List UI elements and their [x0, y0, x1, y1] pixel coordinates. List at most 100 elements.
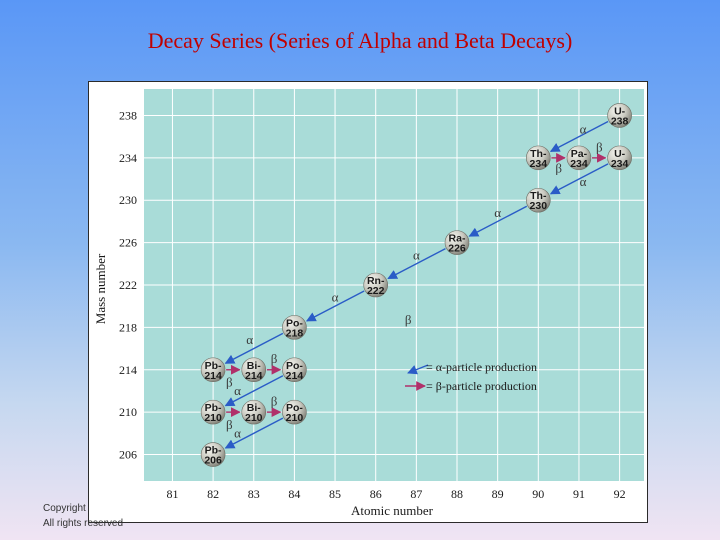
decay-symbol: α — [234, 383, 241, 398]
decay-symbol: β — [596, 139, 603, 154]
nuclide-pb206: Pb-206 — [200, 442, 226, 467]
nuclide-bi210: Bi-210 — [241, 399, 267, 425]
nuclide-sphere — [241, 357, 267, 383]
nuclide-symbol: Po- — [286, 402, 303, 414]
x-tick-label: 81 — [166, 487, 178, 501]
x-tick-label: 86 — [370, 487, 382, 501]
nuclide-sphere — [241, 399, 267, 425]
nuclide-bi214: Bi-214 — [241, 357, 267, 383]
nuclide-u234: U-234 — [607, 145, 632, 171]
decay-symbol: α — [413, 247, 420, 262]
nuclide-mass: 210 — [286, 412, 304, 424]
nuclide-u238: U-238 — [607, 103, 632, 128]
nuclides: U-238Th-234Pa-234U-234Th-230Ra-226Rn-222… — [200, 103, 632, 467]
nuclide-symbol: Po- — [286, 317, 303, 329]
nuclide-sphere — [607, 145, 632, 171]
x-tick-label: 83 — [248, 487, 260, 501]
nuclide-sphere — [566, 145, 592, 171]
decay-symbol: β — [226, 417, 233, 432]
nuclide-sphere — [282, 399, 307, 425]
decay-arrow-alpha — [224, 332, 284, 364]
nuclide-sphere — [200, 399, 226, 425]
nuclide-pa234: Pa-234 — [566, 145, 592, 171]
nuclide-symbol: Pa- — [571, 148, 588, 160]
decay-arrows — [224, 120, 609, 449]
copyright-line-2: All rights reserved — [43, 518, 124, 529]
decay-arrow-alpha — [549, 163, 609, 195]
slide-title: Decay Series (Series of Alpha and Beta D… — [147, 28, 573, 53]
legend-alpha-text: = α-particle production — [426, 360, 537, 374]
y-axis-label: Mass number — [93, 253, 108, 324]
x-tick-label: 85 — [329, 487, 341, 501]
decay-arrow-alpha — [305, 290, 365, 322]
legend-alpha-arrow — [407, 364, 429, 375]
decay-symbol: α — [580, 121, 587, 136]
nuclide-symbol: Bi- — [247, 360, 262, 372]
decay-symbol: β — [405, 312, 412, 327]
y-tick-label: 230 — [119, 193, 137, 207]
nuclide-po218: Po-218 — [282, 315, 307, 340]
nuclide-symbol: Po- — [286, 360, 303, 372]
nuclide-mass: 226 — [448, 243, 466, 255]
nuclide-mass: 234 — [611, 158, 629, 170]
decay-arrow-alpha — [224, 375, 284, 407]
nuclide-rn222: Rn-222 — [363, 272, 389, 298]
copyright-line-1: Copyright — [43, 503, 86, 514]
decay-symbol: β — [271, 351, 278, 366]
decay-symbol: β — [555, 160, 562, 175]
nuclide-symbol: U- — [614, 105, 626, 117]
decay-arrow-alpha — [468, 205, 528, 237]
nuclide-mass: 222 — [367, 285, 385, 297]
legend: = α-particle production = β-particle pro… — [405, 360, 537, 393]
nuclide-th234: Th-234 — [526, 145, 551, 171]
x-tick-label: 89 — [492, 487, 504, 501]
nuclide-mass: 234 — [570, 158, 588, 170]
decay-arrow-alpha — [549, 120, 609, 153]
x-tick-label: 88 — [451, 487, 463, 501]
nuclide-po210: Po-210 — [282, 399, 307, 425]
x-tick-label: 91 — [573, 487, 585, 501]
y-tick-label: 222 — [119, 278, 137, 292]
nuclide-symbol: Pb- — [205, 402, 222, 414]
nuclide-sphere — [200, 357, 226, 383]
nuclide-sphere — [282, 315, 307, 340]
decay-symbol: α — [332, 290, 339, 305]
x-axis-label: Atomic number — [351, 503, 434, 518]
y-tick-label: 214 — [119, 363, 137, 377]
nuclide-mass: 210 — [204, 412, 222, 424]
decay-arrow-alpha — [387, 248, 446, 280]
decay-symbol: α — [234, 425, 241, 440]
nuclide-sphere — [526, 187, 551, 213]
copyright-note: Copyright All rights reserved — [43, 501, 123, 531]
x-tick-label: 90 — [532, 487, 544, 501]
axis-ticks: 81 82 83 84 85 86 87 88 89 90 91 92 238 234 230 226 222 2… — [119, 108, 626, 501]
legend-beta-text: = β-particle production — [426, 379, 537, 393]
x-tick-label: 92 — [614, 487, 626, 501]
decay-symbol: α — [580, 174, 587, 189]
nuclide-mass: 234 — [530, 158, 548, 170]
nuclide-symbol: U- — [614, 148, 626, 160]
decay-symbol: α — [246, 332, 253, 347]
nuclide-symbol: Th- — [530, 148, 547, 160]
nuclide-sphere — [363, 272, 389, 298]
y-tick-label: 218 — [119, 320, 137, 334]
nuclide-sphere — [444, 230, 470, 255]
nuclide-symbol: Pb- — [205, 360, 222, 372]
nuclide-mass: 214 — [286, 370, 304, 382]
decay-symbol: β — [271, 394, 278, 409]
nuclide-th230: Th-230 — [526, 187, 551, 213]
nuclide-symbol: Th- — [530, 190, 547, 202]
y-tick-label: 206 — [119, 448, 137, 462]
nuclide-symbol: Rn- — [367, 275, 385, 287]
nuclide-ra226: Ra-226 — [444, 230, 470, 255]
x-tick-label: 87 — [410, 487, 422, 501]
nuclide-mass: 214 — [245, 370, 263, 382]
y-tick-label: 226 — [119, 236, 137, 250]
nuclide-mass: 214 — [204, 370, 222, 382]
y-tick-label: 210 — [119, 405, 137, 419]
nuclide-mass: 230 — [530, 200, 548, 212]
nuclide-mass: 218 — [286, 327, 304, 339]
nuclide-symbol: Ra- — [449, 233, 466, 245]
